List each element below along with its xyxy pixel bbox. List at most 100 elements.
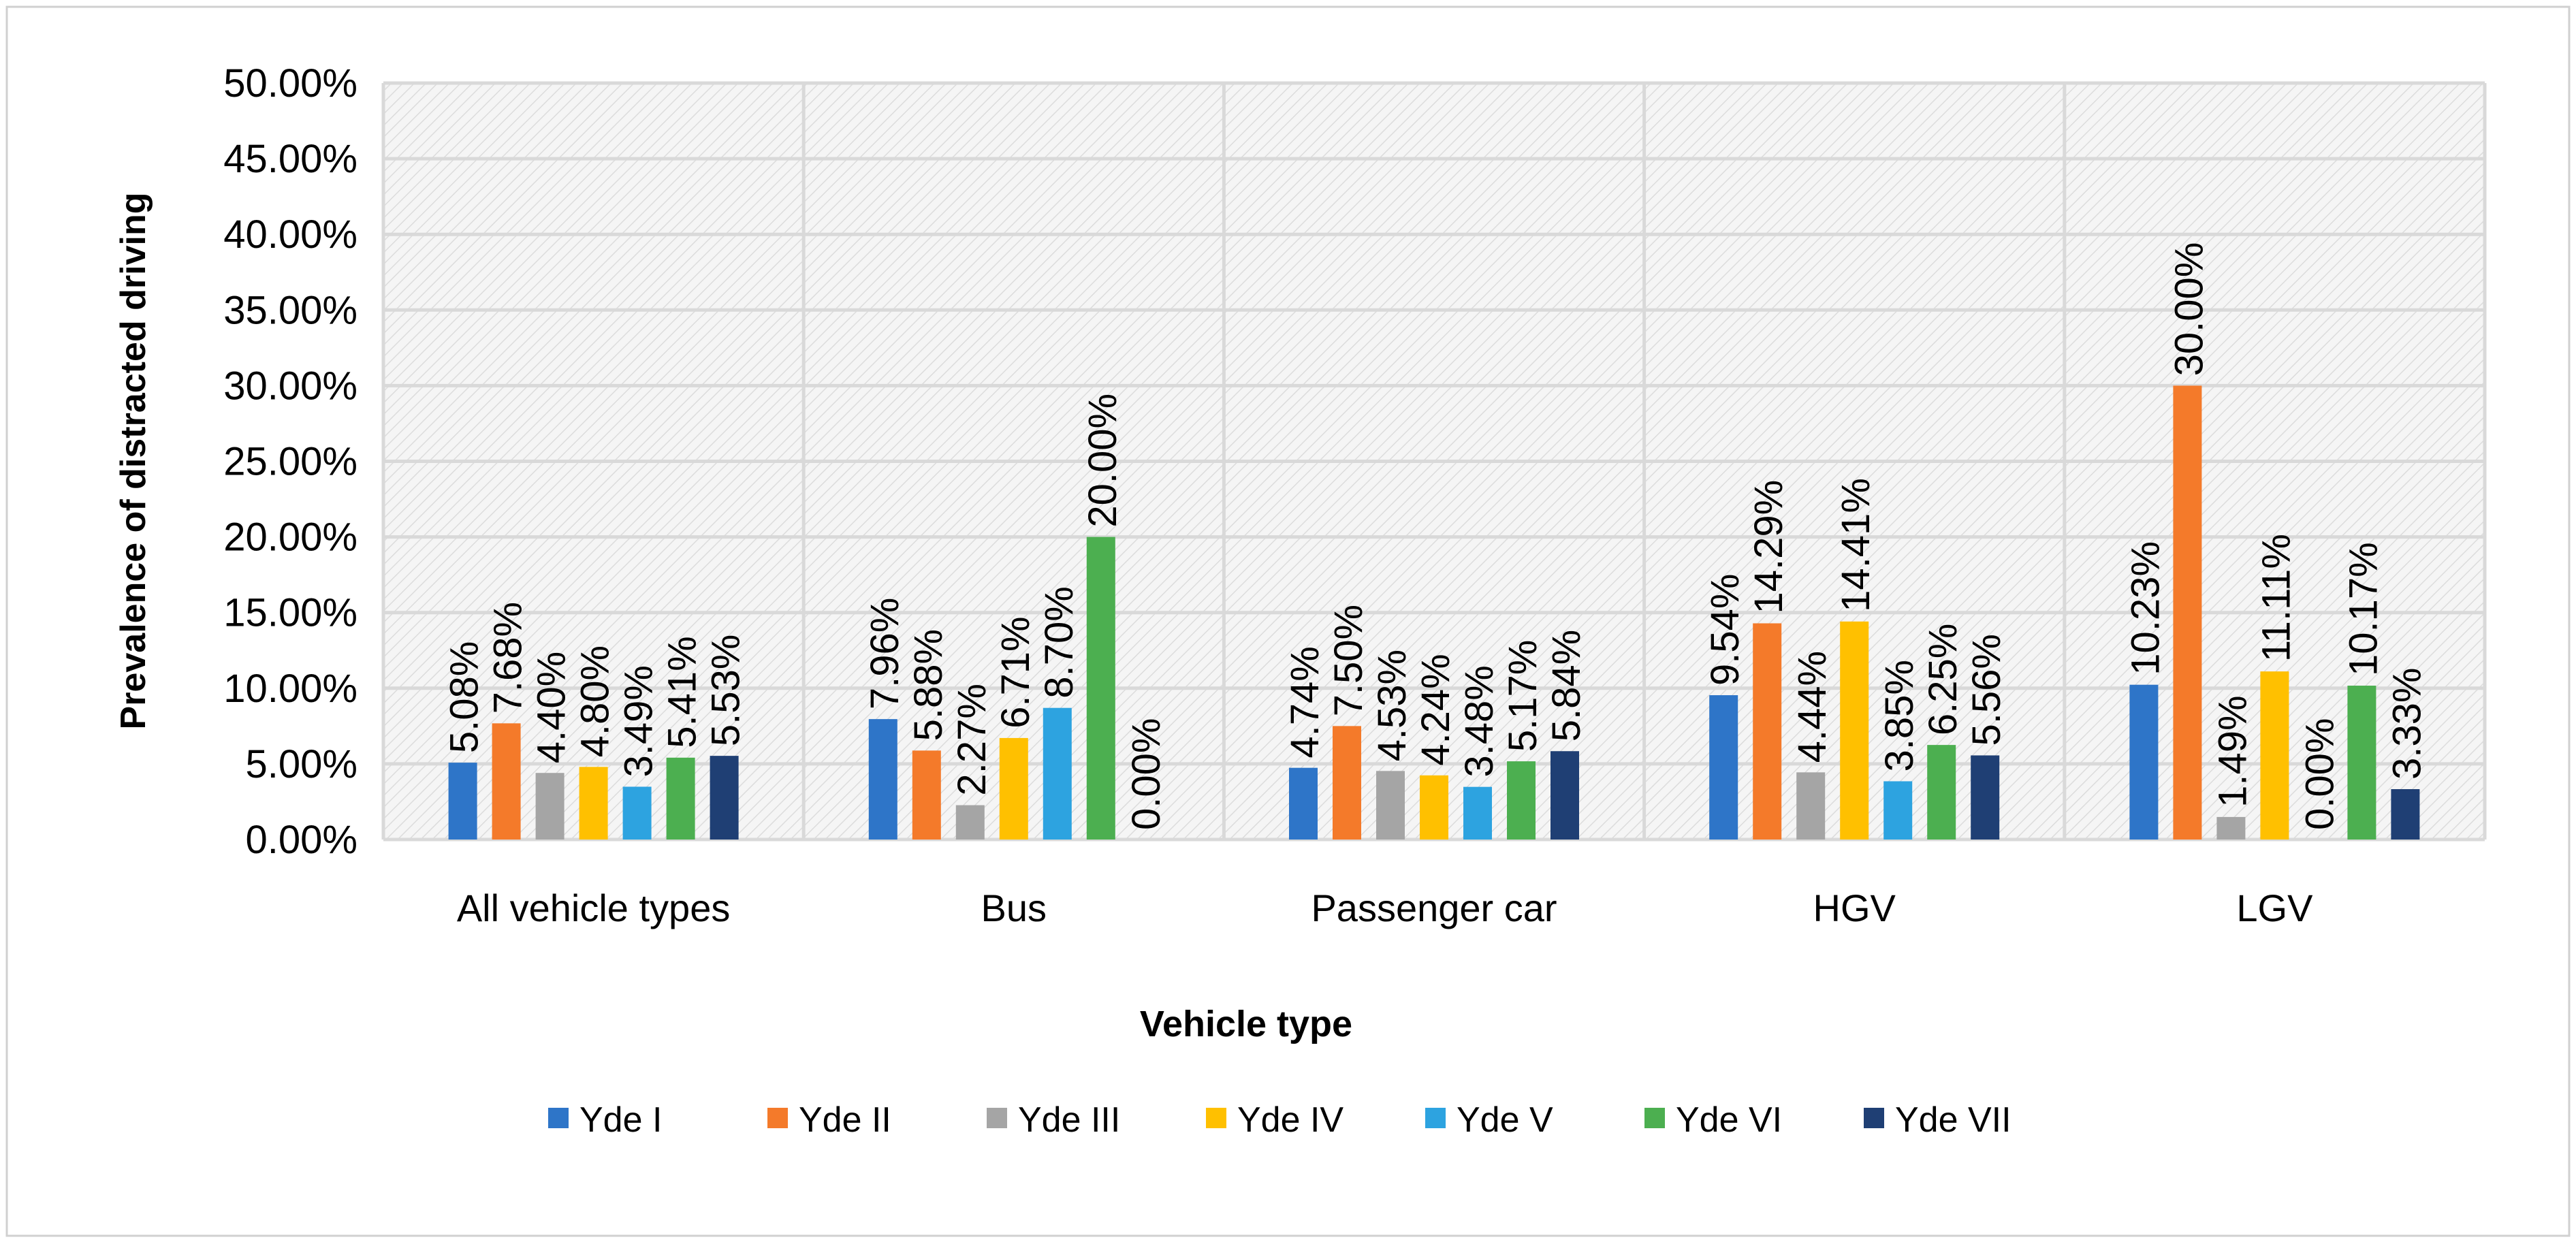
data-label: 20.00%	[1081, 394, 1125, 528]
y-tick-label: 25.00%	[223, 440, 357, 484]
y-tick-label: 45.00%	[223, 137, 357, 181]
data-label: 6.25%	[1921, 624, 1965, 735]
bar	[579, 767, 608, 840]
data-label: 7.50%	[1326, 605, 1371, 716]
data-label: 9.54%	[1703, 574, 1747, 686]
data-label: 3.49%	[617, 665, 661, 777]
bars	[448, 385, 2420, 840]
data-label: 10.23%	[2123, 541, 2167, 675]
x-tick-label: LGV	[2236, 886, 2313, 929]
bar	[710, 756, 739, 840]
data-label: 7.68%	[486, 602, 530, 714]
data-label: 10.17%	[2341, 542, 2385, 676]
x-axis-tick-labels: All vehicle types Bus Passenger car HGV LGV	[457, 886, 2313, 929]
bar	[2391, 789, 2420, 840]
data-label: 1.49%	[2210, 695, 2255, 807]
data-label: 4.40%	[530, 652, 574, 763]
x-tick-label: Bus	[981, 886, 1047, 929]
x-tick-label: HGV	[1813, 886, 1896, 929]
bar	[2260, 671, 2289, 840]
bar	[1289, 767, 1318, 840]
bar	[1043, 707, 1072, 840]
bar	[1507, 761, 1536, 840]
y-tick-label: 0.00%	[246, 818, 357, 862]
x-tick-label: All vehicle types	[457, 886, 731, 929]
data-label: 4.80%	[573, 645, 618, 757]
data-label: 14.41%	[1834, 478, 1878, 612]
bar	[868, 719, 897, 840]
bar	[535, 773, 565, 840]
data-label: 4.44%	[1790, 651, 1834, 763]
data-label: 3.85%	[1877, 660, 1922, 771]
legend-label: Yde III	[1018, 1100, 1120, 1140]
legend-swatch	[767, 1108, 788, 1128]
bar	[999, 737, 1028, 840]
data-label: 4.53%	[1370, 650, 1414, 761]
data-label: 5.56%	[1965, 634, 2009, 746]
bar	[448, 763, 477, 840]
legend: Yde I Yde II Yde III Yde IV Yde V Yde VI Yde V…	[548, 1100, 2011, 1140]
data-label: 4.24%	[1414, 654, 1458, 765]
data-label: 7.96%	[863, 598, 907, 709]
bar	[2173, 385, 2202, 840]
data-label: 14.29%	[1747, 480, 1791, 614]
legend-label: Yde IV	[1237, 1100, 1343, 1140]
bar	[1927, 745, 1956, 840]
data-label: 5.08%	[443, 641, 487, 753]
y-tick-label: 20.00%	[223, 515, 357, 560]
bar	[1883, 781, 1913, 840]
data-label: 5.53%	[704, 635, 748, 746]
y-tick-label: 5.00%	[246, 742, 357, 786]
y-tick-label: 30.00%	[223, 364, 357, 408]
bar	[666, 757, 695, 840]
data-label: 0.00%	[2297, 718, 2342, 830]
bar	[2347, 686, 2376, 840]
y-axis-tick-labels: 0.00% 5.00% 10.00% 15.00% 20.00% 25.00% 30.00%…	[223, 61, 357, 862]
bar	[1753, 623, 1782, 840]
bar	[1086, 537, 1115, 840]
y-tick-label: 50.00%	[223, 61, 357, 106]
legend-label: Yde V	[1457, 1100, 1553, 1140]
legend-swatch	[548, 1108, 569, 1128]
data-label: 11.11%	[2254, 534, 2298, 662]
data-labels: 5.08% 7.68% 4.40% 4.80% 3.49% 5.41% 5.53% 7.96%…	[443, 242, 2430, 830]
bar	[1551, 751, 1579, 840]
legend-swatch	[1644, 1108, 1665, 1128]
bar	[2129, 684, 2159, 840]
y-tick-label: 35.00%	[223, 288, 357, 332]
y-tick-label: 10.00%	[223, 667, 357, 711]
y-tick-label: 15.00%	[223, 591, 357, 635]
y-tick-label: 40.00%	[223, 212, 357, 257]
data-label: 0.00%	[1124, 718, 1168, 830]
x-tick-label: Passenger car	[1311, 886, 1557, 929]
bar	[1709, 695, 1738, 840]
data-label: 30.00%	[2167, 242, 2211, 377]
legend-swatch	[1206, 1108, 1226, 1128]
data-label: 2.27%	[950, 684, 994, 795]
legend-swatch	[987, 1108, 1007, 1128]
legend-swatch	[1425, 1108, 1446, 1128]
bar	[492, 723, 521, 840]
x-axis-title: Vehicle type	[1140, 1004, 1352, 1044]
legend-swatch	[1864, 1108, 1884, 1128]
legend-label: Yde I	[579, 1100, 662, 1140]
bar	[1796, 772, 1826, 840]
bar	[622, 786, 652, 840]
data-label: 5.41%	[661, 636, 705, 748]
bar	[1333, 726, 1361, 840]
bar	[912, 750, 941, 840]
data-label: 5.17%	[1501, 640, 1545, 752]
bar	[1463, 786, 1492, 840]
data-label: 5.88%	[906, 629, 951, 741]
bar	[1840, 621, 1869, 840]
data-label: 5.84%	[1544, 630, 1589, 741]
data-label: 6.71%	[993, 616, 1038, 728]
data-label: 3.33%	[2385, 668, 2429, 780]
bar	[1971, 755, 2000, 840]
data-label: 3.48%	[1457, 665, 1501, 777]
y-axis-title: Prevalence of distracted driving	[114, 193, 153, 730]
bar	[955, 805, 985, 840]
data-label: 8.70%	[1037, 586, 1081, 698]
